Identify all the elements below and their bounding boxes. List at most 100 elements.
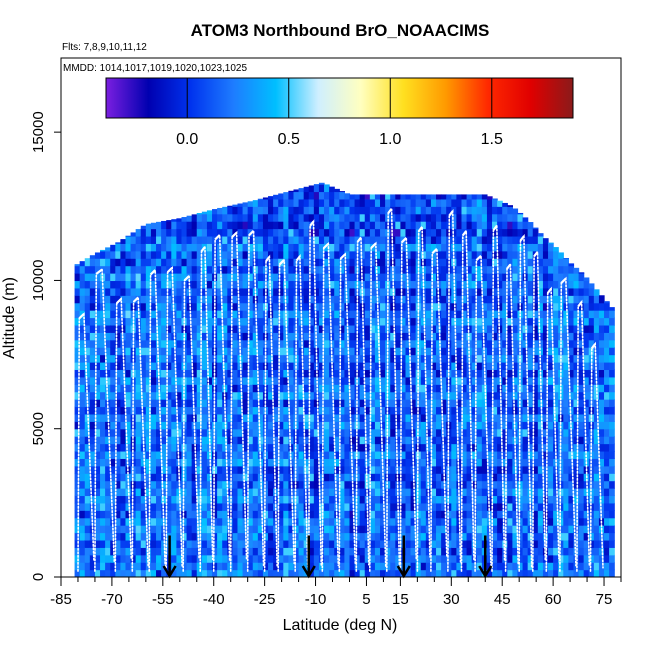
heatmap-cell bbox=[344, 228, 351, 237]
heatmap-cell bbox=[430, 502, 437, 511]
heatmap-cell bbox=[573, 376, 580, 385]
heatmap-cell bbox=[466, 554, 473, 563]
heatmap-cell bbox=[497, 413, 503, 422]
heatmap-cell bbox=[512, 243, 519, 252]
heatmap-cell bbox=[140, 384, 147, 393]
heatmap-cell bbox=[268, 539, 274, 548]
heatmap-cell bbox=[390, 317, 396, 326]
heatmap-cell bbox=[410, 554, 417, 563]
heatmap-cell bbox=[278, 458, 284, 467]
heatmap-cell bbox=[329, 332, 335, 341]
heatmap-cell bbox=[186, 376, 193, 385]
heatmap-cell bbox=[502, 243, 508, 252]
heatmap-cell bbox=[217, 280, 223, 289]
heatmap-cell bbox=[79, 539, 86, 548]
heatmap-cell bbox=[166, 517, 172, 526]
heatmap-cell bbox=[145, 458, 152, 467]
heatmap-cell bbox=[181, 243, 188, 252]
heatmap-cell bbox=[573, 428, 580, 437]
heatmap-cell bbox=[247, 554, 254, 563]
heatmap-cell bbox=[492, 384, 498, 393]
heatmap-cell bbox=[481, 428, 488, 437]
heatmap-cell bbox=[502, 332, 508, 341]
heatmap-cell bbox=[436, 354, 442, 363]
heatmap-cell bbox=[186, 265, 193, 274]
heatmap-cell bbox=[395, 428, 401, 437]
heatmap-cell bbox=[481, 317, 488, 326]
heatmap-cell bbox=[242, 384, 249, 393]
heatmap-cell bbox=[486, 302, 493, 311]
heatmap-cell bbox=[247, 332, 254, 341]
heatmap-cell bbox=[313, 221, 320, 230]
heatmap-cell bbox=[441, 495, 447, 504]
heatmap-cell bbox=[481, 250, 488, 259]
heatmap-cell bbox=[359, 339, 366, 348]
heatmap-cell bbox=[268, 198, 274, 207]
heatmap-cell bbox=[212, 221, 218, 230]
heatmap-cell bbox=[497, 302, 503, 311]
heatmap-cell bbox=[481, 436, 488, 445]
heatmap-cell bbox=[374, 428, 381, 437]
heatmap-cell bbox=[374, 354, 381, 363]
heatmap-cell bbox=[135, 421, 142, 430]
heatmap-cell bbox=[206, 295, 213, 304]
heatmap-cell bbox=[74, 443, 81, 452]
heatmap-cell bbox=[537, 317, 544, 326]
heatmap-cell bbox=[568, 495, 575, 504]
heatmap-cell bbox=[288, 554, 295, 563]
heatmap-cell bbox=[436, 569, 442, 577]
heatmap-cell bbox=[242, 413, 249, 422]
heatmap-cell bbox=[206, 347, 213, 356]
heatmap-cell bbox=[476, 206, 483, 215]
heatmap-cell bbox=[288, 480, 295, 489]
heatmap-cell bbox=[507, 295, 513, 304]
heatmap-cell bbox=[145, 391, 152, 400]
heatmap-cell bbox=[313, 436, 320, 445]
heatmap-cell bbox=[400, 450, 407, 459]
heatmap-cell bbox=[527, 354, 534, 363]
heatmap-cell bbox=[217, 310, 223, 319]
heatmap-cell bbox=[385, 206, 391, 215]
heatmap-cell bbox=[334, 339, 340, 348]
heatmap-cell bbox=[232, 510, 239, 519]
heatmap-cell bbox=[486, 235, 493, 244]
heatmap-cell bbox=[410, 228, 417, 237]
heatmap-cell bbox=[492, 206, 498, 215]
heatmap-cell bbox=[206, 413, 213, 422]
heatmap-cell bbox=[507, 228, 513, 237]
heatmap-cell bbox=[217, 354, 223, 363]
heatmap-cell bbox=[410, 295, 417, 304]
heatmap-cell bbox=[324, 228, 330, 237]
heatmap-cell bbox=[344, 399, 351, 408]
heatmap-cell bbox=[191, 265, 198, 274]
heatmap-cell bbox=[527, 569, 534, 577]
heatmap-cell bbox=[390, 198, 396, 207]
heatmap-cell bbox=[359, 332, 366, 341]
heatmap-cell bbox=[410, 539, 417, 548]
heatmap-cell bbox=[410, 310, 417, 319]
heatmap-cell bbox=[89, 413, 96, 422]
heatmap-cell bbox=[334, 547, 340, 556]
heatmap-cell bbox=[441, 347, 447, 356]
heatmap-cell bbox=[161, 532, 167, 541]
heatmap-cell bbox=[481, 287, 488, 296]
heatmap-cell bbox=[344, 280, 351, 289]
heatmap-cell bbox=[502, 235, 508, 244]
heatmap-cell bbox=[191, 428, 198, 437]
heatmap-cell bbox=[339, 191, 345, 200]
heatmap-cell bbox=[150, 376, 157, 385]
heatmap-cell bbox=[191, 347, 198, 356]
heatmap-cell bbox=[502, 384, 508, 393]
heatmap-cell bbox=[512, 391, 519, 400]
heatmap-cell bbox=[74, 539, 81, 548]
heatmap-cell bbox=[293, 198, 300, 207]
heatmap-cell bbox=[568, 361, 575, 370]
heatmap-cell bbox=[471, 317, 478, 326]
heatmap-cell bbox=[273, 324, 279, 333]
heatmap-cell bbox=[390, 406, 396, 415]
heatmap-cell bbox=[522, 413, 529, 422]
heatmap-cell bbox=[252, 554, 259, 563]
heatmap-cell bbox=[578, 428, 585, 437]
heatmap-cell bbox=[405, 525, 412, 534]
heatmap-cell bbox=[568, 324, 575, 333]
